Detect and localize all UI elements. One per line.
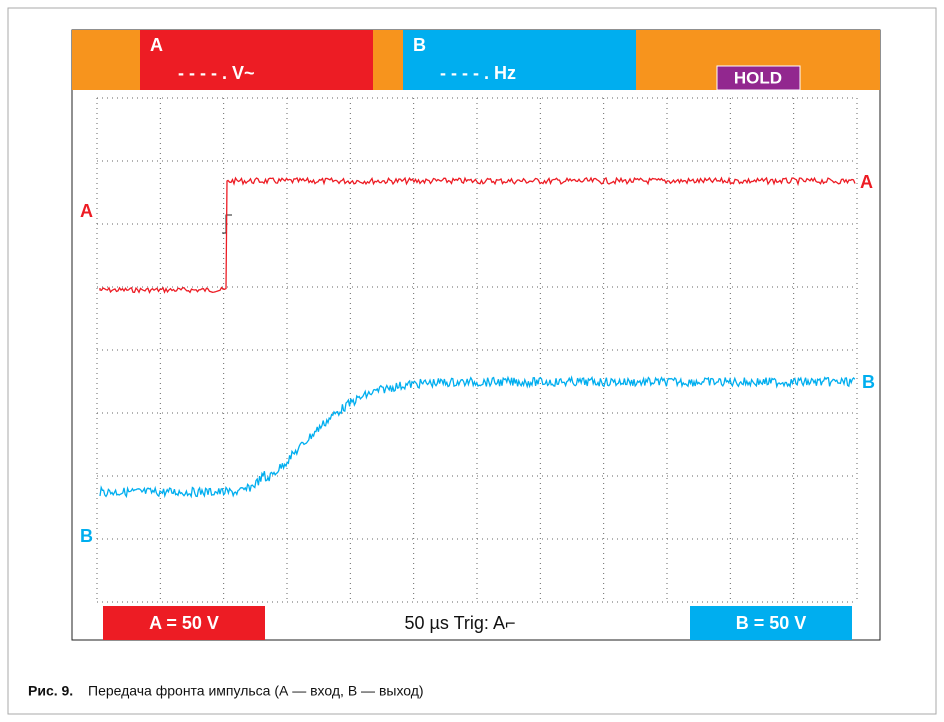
- a-scale-box: [103, 606, 265, 640]
- timebase: 50 µs Trig: A⌐: [405, 613, 516, 633]
- trace-a: [99, 176, 856, 294]
- caption-number: Рис. 9.: [28, 683, 73, 699]
- a-scale: A = 50 V: [149, 613, 219, 633]
- frame: [7, 7, 937, 715]
- trace-b: [99, 375, 856, 499]
- caption-text: Передача фронта импульса (А — вход, В — …: [88, 683, 424, 699]
- b-scale-box: [690, 606, 852, 640]
- b-scale: B = 50 V: [736, 613, 807, 633]
- screen: [71, 29, 881, 641]
- trace-a-right: A: [860, 172, 873, 192]
- trace-b-left: B: [80, 526, 93, 546]
- a-reading: - - - - . V~: [178, 63, 255, 83]
- hold-box: [716, 65, 801, 91]
- b-box: [403, 30, 636, 90]
- a-label: A: [150, 35, 163, 55]
- trace-b-right: B: [862, 372, 875, 392]
- grid: [96, 97, 858, 603]
- a-box: [140, 30, 373, 90]
- trace-a-left: A: [80, 201, 93, 221]
- b-reading: - - - - . Hz: [440, 63, 516, 83]
- b-label: B: [413, 35, 426, 55]
- hold: HOLD: [734, 68, 782, 87]
